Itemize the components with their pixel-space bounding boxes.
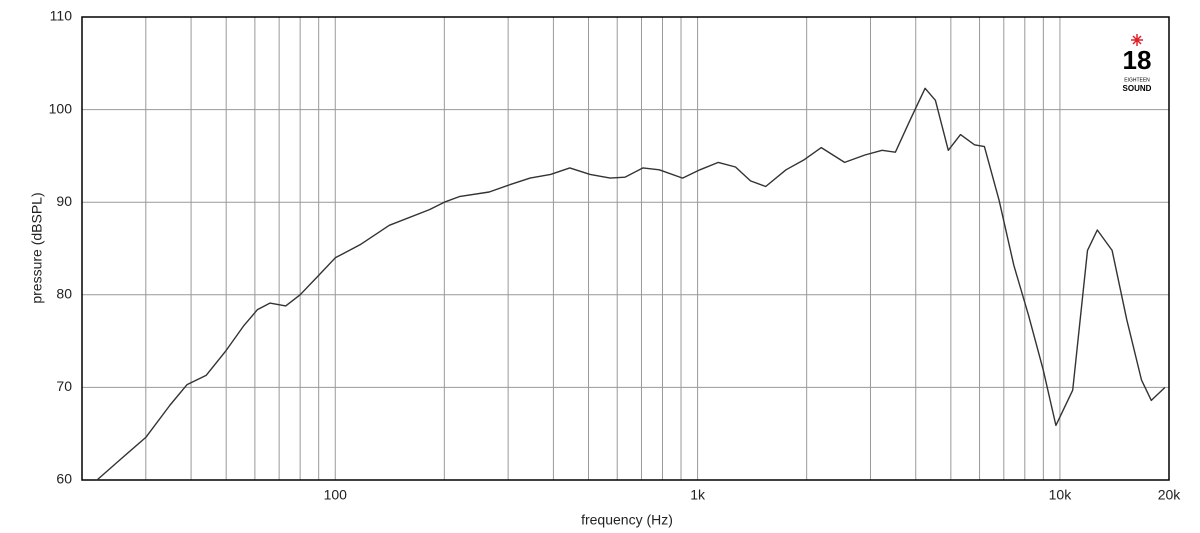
plot-frame	[81, 16, 1170, 481]
y-tick-label: 100	[49, 100, 73, 116]
x-tick-label: 20k	[1158, 487, 1182, 503]
y-tick-label: 60	[56, 471, 72, 487]
x-tick-label: 1k	[690, 487, 706, 503]
logo-star	[1131, 34, 1143, 46]
logo-text: EIGHTEEN	[1124, 77, 1150, 83]
response-curve	[96, 87, 1166, 481]
logo-text: SOUND	[1123, 84, 1152, 93]
y-axis-label: pressure (dBSPL)	[29, 192, 45, 303]
x-tick-label: 10k	[1049, 487, 1073, 503]
y-tick-label: 80	[56, 286, 72, 302]
x-tick-label: 100	[324, 487, 348, 503]
logo: 18 EIGHTEEN SOUND	[1123, 34, 1152, 93]
y-tick-label: 110	[50, 8, 73, 24]
y-tick-label: 90	[56, 193, 72, 209]
x-axis-label: frequency (Hz)	[581, 512, 673, 528]
y-tick-label: 70	[56, 378, 72, 394]
logo-number: 18	[1123, 45, 1152, 75]
